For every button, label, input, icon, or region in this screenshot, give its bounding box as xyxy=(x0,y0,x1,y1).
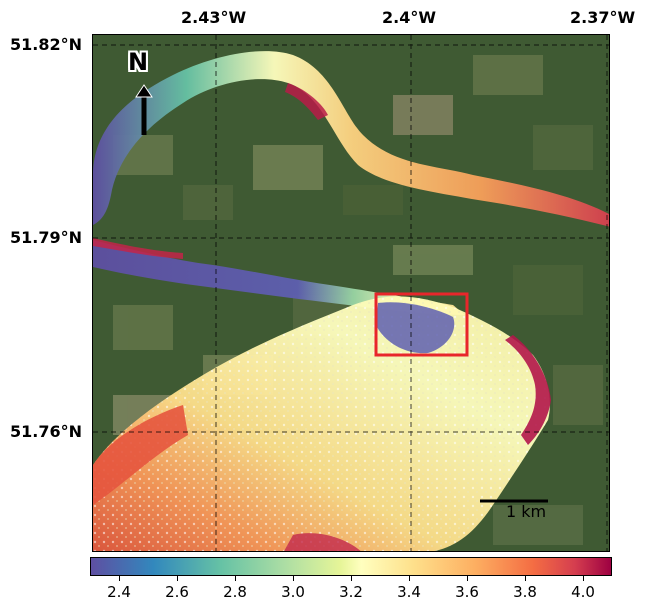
latitude-label: 51.82°N xyxy=(10,35,82,54)
colorbar-tick-label: 3.4 xyxy=(397,583,421,601)
high-value-fringe xyxy=(93,238,183,259)
low-value-patch xyxy=(376,302,455,354)
estuary-texture xyxy=(93,296,550,551)
colorbar-tick-label: 2.8 xyxy=(223,583,247,601)
colorbar-tick xyxy=(119,576,120,581)
north-label: N xyxy=(128,48,149,76)
colorbar-tick-label: 4.0 xyxy=(571,583,595,601)
colorbar xyxy=(90,557,612,576)
longitude-label: 2.43°W xyxy=(181,8,247,27)
colorbar-tick-label: 3.8 xyxy=(513,583,537,601)
colorbar-tick xyxy=(235,576,236,581)
map-svg xyxy=(93,35,609,551)
high-value-bottom xyxy=(284,533,361,551)
colorbar-tick xyxy=(351,576,352,581)
longitude-label: 2.37°W xyxy=(570,8,636,27)
upper-river-band xyxy=(93,51,609,227)
colorbar-tick xyxy=(293,576,294,581)
colorbar-tick-label: 3.2 xyxy=(339,583,363,601)
middle-river-channel xyxy=(93,240,465,315)
latitude-label: 51.76°N xyxy=(10,422,82,441)
latitude-label: 51.79°N xyxy=(10,228,82,247)
longitude-label: 2.4°W xyxy=(382,8,436,27)
high-value-corner xyxy=(93,405,188,505)
satellite-map xyxy=(92,34,610,552)
north-arrow-icon xyxy=(135,84,153,135)
highlight-box xyxy=(374,292,469,357)
colorbar-tick-label: 2.4 xyxy=(107,583,131,601)
colorbar-tick xyxy=(409,576,410,581)
high-value-edge xyxy=(505,335,551,445)
colorbar-tick xyxy=(177,576,178,581)
scale-bar-label: 1 km xyxy=(506,502,547,521)
colorbar-tick-label: 3.0 xyxy=(281,583,305,601)
colorbar-tick xyxy=(583,576,584,581)
colorbar-tick xyxy=(467,576,468,581)
colorbar-tick-label: 3.6 xyxy=(455,583,479,601)
high-value-streak xyxy=(285,83,328,120)
colorbar-tick-label: 2.6 xyxy=(165,583,189,601)
colorbar-tick xyxy=(525,576,526,581)
